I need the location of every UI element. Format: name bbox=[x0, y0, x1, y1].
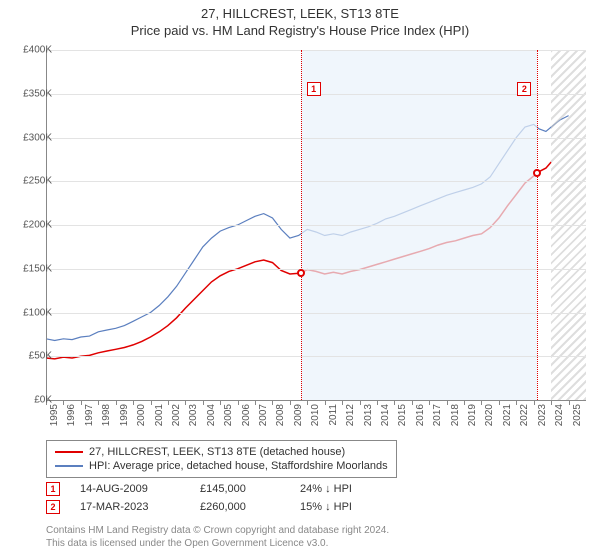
x-axis-label: 2006 bbox=[241, 404, 252, 434]
gridline bbox=[46, 181, 586, 182]
x-axis-label: 2004 bbox=[206, 404, 217, 434]
x-axis-label: 2018 bbox=[450, 404, 461, 434]
x-axis-label: 2010 bbox=[310, 404, 321, 434]
marker-vline bbox=[537, 50, 538, 400]
gridline bbox=[46, 225, 586, 226]
legend-box: 27, HILLCREST, LEEK, ST13 8TE (detached … bbox=[46, 440, 397, 478]
x-axis-label: 2015 bbox=[397, 404, 408, 434]
x-axis-label: 2020 bbox=[484, 404, 495, 434]
chart-title-address: 27, HILLCREST, LEEK, ST13 8TE bbox=[0, 6, 600, 21]
x-axis-label: 2013 bbox=[363, 404, 374, 434]
chart-title-sub: Price paid vs. HM Land Registry's House … bbox=[0, 23, 600, 38]
y-axis-label: £200K bbox=[10, 220, 52, 231]
gridline bbox=[46, 356, 586, 357]
footer-attribution: Contains HM Land Registry data © Crown c… bbox=[46, 524, 389, 550]
legend-text: 27, HILLCREST, LEEK, ST13 8TE (detached … bbox=[89, 446, 345, 458]
transaction-date: 17-MAR-2023 bbox=[80, 501, 180, 513]
x-axis-label: 1998 bbox=[101, 404, 112, 434]
x-axis-label: 2022 bbox=[519, 404, 530, 434]
y-axis-label: £400K bbox=[10, 45, 52, 56]
x-axis-label: 2008 bbox=[275, 404, 286, 434]
transaction-marker: 2 bbox=[46, 500, 60, 514]
y-axis-label: £250K bbox=[10, 176, 52, 187]
transaction-row: 1 14-AUG-2009 £145,000 24% ↓ HPI bbox=[46, 480, 390, 498]
marker-point bbox=[297, 269, 305, 277]
x-axis-label: 2009 bbox=[293, 404, 304, 434]
x-axis-label: 2002 bbox=[171, 404, 182, 434]
x-axis-label: 2001 bbox=[154, 404, 165, 434]
x-axis-label: 2016 bbox=[415, 404, 426, 434]
legend-item: HPI: Average price, detached house, Staf… bbox=[55, 459, 388, 473]
x-axis-label: 2007 bbox=[258, 404, 269, 434]
x-axis-label: 1996 bbox=[66, 404, 77, 434]
transaction-diff: 15% ↓ HPI bbox=[300, 501, 390, 513]
footer-line1: Contains HM Land Registry data © Crown c… bbox=[46, 524, 389, 537]
gridline bbox=[46, 313, 586, 314]
transaction-price: £260,000 bbox=[200, 501, 280, 513]
transaction-row: 2 17-MAR-2023 £260,000 15% ↓ HPI bbox=[46, 498, 390, 516]
x-axis-label: 2021 bbox=[502, 404, 513, 434]
title-block: 27, HILLCREST, LEEK, ST13 8TE Price paid… bbox=[0, 0, 600, 40]
y-axis-label: £0K bbox=[10, 395, 52, 406]
marker-label: 1 bbox=[307, 82, 321, 96]
plot-area: 12 bbox=[46, 50, 586, 400]
marker-vline bbox=[301, 50, 302, 400]
legend-item: 27, HILLCREST, LEEK, ST13 8TE (detached … bbox=[55, 445, 388, 459]
x-axis-label: 2000 bbox=[136, 404, 147, 434]
x-axis bbox=[46, 400, 586, 401]
y-axis-label: £50K bbox=[10, 351, 52, 362]
x-axis-label: 2011 bbox=[328, 404, 339, 434]
x-axis-label: 2005 bbox=[223, 404, 234, 434]
x-axis-label: 2024 bbox=[554, 404, 565, 434]
y-axis-label: £300K bbox=[10, 132, 52, 143]
x-axis-label: 2025 bbox=[572, 404, 583, 434]
x-axis-label: 2003 bbox=[188, 404, 199, 434]
footer-line2: This data is licensed under the Open Gov… bbox=[46, 537, 389, 550]
legend-swatch bbox=[55, 465, 83, 467]
x-axis-label: 2017 bbox=[432, 404, 443, 434]
legend-swatch bbox=[55, 451, 83, 453]
transaction-price: £145,000 bbox=[200, 483, 280, 495]
y-axis-label: £150K bbox=[10, 263, 52, 274]
transaction-diff: 24% ↓ HPI bbox=[300, 483, 390, 495]
marker-label: 2 bbox=[517, 82, 531, 96]
x-axis-label: 2014 bbox=[380, 404, 391, 434]
gridline bbox=[46, 269, 586, 270]
x-axis-label: 2012 bbox=[345, 404, 356, 434]
y-axis-label: £350K bbox=[10, 88, 52, 99]
gridline bbox=[46, 138, 586, 139]
legend-text: HPI: Average price, detached house, Staf… bbox=[89, 460, 388, 472]
marker-point bbox=[533, 169, 541, 177]
y-axis-label: £100K bbox=[10, 307, 52, 318]
transaction-date: 14-AUG-2009 bbox=[80, 483, 180, 495]
x-axis-label: 1995 bbox=[49, 404, 60, 434]
x-axis-label: 2019 bbox=[467, 404, 478, 434]
x-axis-label: 1999 bbox=[119, 404, 130, 434]
chart-container: 27, HILLCREST, LEEK, ST13 8TE Price paid… bbox=[0, 0, 600, 560]
x-axis-label: 2023 bbox=[537, 404, 548, 434]
x-axis-label: 1997 bbox=[84, 404, 95, 434]
transaction-table: 1 14-AUG-2009 £145,000 24% ↓ HPI 2 17-MAR-202… bbox=[46, 480, 390, 516]
transaction-marker: 1 bbox=[46, 482, 60, 496]
gridline bbox=[46, 50, 586, 51]
